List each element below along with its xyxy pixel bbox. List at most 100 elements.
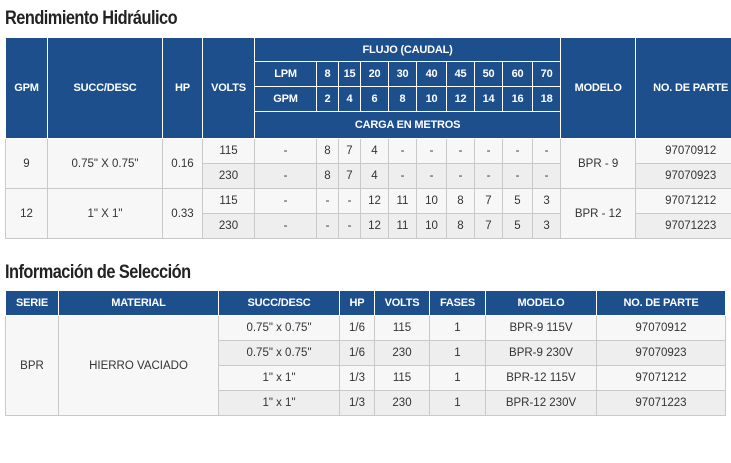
cell-value: - [502, 138, 533, 164]
cell-value: - [338, 188, 361, 214]
cell-value: 3 [531, 213, 562, 239]
cell-hp: 1/6 [339, 315, 375, 341]
cell-serie: BPR [5, 315, 59, 416]
cell-material: HIERRO VACIADO [58, 315, 219, 416]
cell-modelo: BPR-12 230V [485, 390, 597, 416]
cell-succ: 0.75" x 0.75" [218, 315, 340, 341]
cell-fases: 1 [429, 340, 486, 366]
cell-value: 3 [531, 188, 562, 214]
header-material: MATERIAL [58, 290, 219, 316]
cell-modelo: BPR - 9 [560, 138, 637, 189]
cell-parte: 97071212 [635, 188, 731, 214]
cell-volts: 230 [202, 163, 255, 189]
header-no-parte: NO. DE PARTE [635, 37, 731, 139]
cell-value: 12 [360, 188, 389, 214]
gpm-value: 6 [360, 86, 389, 112]
cell-value: 7 [338, 138, 361, 164]
cell-parte: 97070923 [596, 340, 726, 366]
lpm-value: 8 [316, 61, 339, 87]
cell-value: 10 [416, 188, 447, 214]
cell-value: - [416, 138, 447, 164]
cell-value: 10 [416, 213, 447, 239]
cell-parte: 97071223 [596, 390, 726, 416]
gpm-value: 16 [502, 86, 533, 112]
cell-volts: 115 [202, 188, 255, 214]
lpm-value: 60 [502, 61, 533, 87]
cell-parte: 97071212 [596, 365, 726, 391]
table-row: 0.75" x 0.75" 1/6 230 1 BPR-9 230V 97070… [6, 340, 726, 366]
gpm-value: 8 [388, 86, 417, 112]
cell-value: 5 [502, 213, 533, 239]
selection-info-table: SERIE MATERIAL SUCC/DESC HP VOLTS FASES … [5, 290, 726, 416]
section-title-rendimiento: Rendimiento Hidráulico [5, 8, 178, 29]
cell-value: 4 [360, 138, 389, 164]
header-serie: SERIE [5, 290, 59, 316]
header-succ-desc: SUCC/DESC [47, 37, 163, 139]
cell-value: - [338, 213, 361, 239]
cell-value: 7 [338, 163, 361, 189]
cell-value: - [446, 138, 475, 164]
cell-hp: 0.16 [162, 138, 203, 189]
lpm-value: 50 [474, 61, 503, 87]
section-title-seleccion: Información de Selección [5, 262, 191, 283]
cell-modelo: BPR-9 230V [485, 340, 597, 366]
cell-value: - [474, 138, 503, 164]
gpm-value: 14 [474, 86, 503, 112]
header-volts: VOLTS [374, 290, 430, 316]
gpm-value: 10 [416, 86, 447, 112]
cell-dash: - [254, 213, 317, 239]
cell-hp: 0.33 [162, 188, 203, 239]
gpm-value: 12 [446, 86, 475, 112]
cell-hp: 1/3 [339, 390, 375, 416]
cell-value: 8 [316, 163, 339, 189]
cell-volts: 230 [202, 213, 255, 239]
cell-parte: 97070912 [635, 138, 731, 164]
cell-volts: 115 [374, 365, 430, 391]
cell-modelo: BPR - 12 [560, 188, 637, 239]
lpm-value: 30 [388, 61, 417, 87]
cell-modelo: BPR-9 115V [485, 315, 597, 341]
cell-value: - [531, 163, 562, 189]
header-modelo: MODELO [560, 37, 637, 139]
table-row: 12 1" X 1" 0.33 115 - - - 12 11 10 8 7 5… [5, 188, 731, 239]
cell-value: 12 [360, 213, 389, 239]
cell-gpm: 9 [5, 138, 48, 189]
header-modelo: MODELO [485, 290, 597, 316]
cell-parte: 97070923 [635, 163, 731, 189]
table-row: 230 - - - 12 11 10 8 7 5 3 97071223 [6, 213, 731, 239]
lpm-value: 45 [446, 61, 475, 87]
lpm-value: 20 [360, 61, 389, 87]
cell-fases: 1 [429, 390, 486, 416]
table-row: 1" x 1" 1/3 230 1 BPR-12 230V 97071223 [6, 390, 726, 416]
cell-dash: - [254, 138, 317, 164]
cell-value: 7 [474, 213, 503, 239]
gpm-value: 18 [531, 86, 562, 112]
header-no-parte: NO. DE PARTE [596, 290, 726, 316]
header-lpm: LPM [254, 61, 317, 87]
gpm-value: 4 [338, 86, 361, 112]
cell-parte: 97070912 [596, 315, 726, 341]
header-hp: HP [339, 290, 375, 316]
cell-fases: 1 [429, 365, 486, 391]
cell-value: - [388, 163, 417, 189]
cell-value: 8 [316, 138, 339, 164]
cell-hp: 1/3 [339, 365, 375, 391]
lpm-value: 40 [416, 61, 447, 87]
header-succ-desc: SUCC/DESC [218, 290, 340, 316]
table-row: BPR HIERRO VACIADO 0.75" x 0.75" 1/6 115… [5, 315, 726, 416]
cell-succ: 1" x 1" [218, 365, 340, 391]
cell-value: 8 [446, 188, 475, 214]
cell-gpm: 12 [5, 188, 48, 239]
cell-succ: 0.75" X 0.75" [47, 138, 163, 189]
header-gpm-sub: GPM [254, 86, 317, 112]
cell-modelo: BPR-12 115V [485, 365, 597, 391]
cell-value: 7 [474, 188, 503, 214]
cell-value: - [416, 163, 447, 189]
cell-value: 5 [502, 188, 533, 214]
cell-value: - [316, 188, 339, 214]
cell-volts: 115 [202, 138, 255, 164]
cell-volts: 115 [374, 315, 430, 341]
cell-dash: - [254, 188, 317, 214]
header-fases: FASES [429, 290, 486, 316]
cell-parte: 97071223 [635, 213, 731, 239]
